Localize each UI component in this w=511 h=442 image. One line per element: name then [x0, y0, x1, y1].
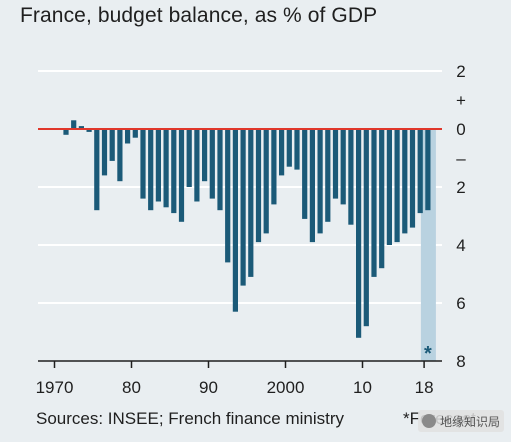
bar: [63, 129, 69, 135]
y-tick-label: +: [456, 91, 466, 110]
bar: [317, 129, 323, 234]
x-tick-label: 1970: [36, 378, 74, 397]
bar: [148, 129, 154, 211]
axes: [38, 360, 442, 368]
y-tick-label: 2: [456, 178, 465, 197]
forecast-band: *: [420, 129, 436, 365]
bar: [425, 129, 431, 211]
bar: [332, 129, 339, 199]
chart-title: France, budget balance, as % of GDP: [20, 4, 378, 27]
bar: [386, 129, 392, 245]
bar: [302, 129, 308, 219]
bar: [271, 129, 277, 205]
bar: [263, 129, 269, 234]
bar: [240, 129, 246, 286]
bars: [63, 120, 431, 338]
bar: [279, 129, 285, 176]
bar: [294, 129, 300, 170]
bar: [209, 129, 215, 199]
forecast-marker: *: [424, 343, 432, 365]
y-tick-label: 2: [456, 62, 465, 81]
bar: [248, 129, 254, 277]
source-note: Sources: INSEE; French finance ministry: [36, 409, 345, 428]
bar: [132, 129, 138, 138]
bar: [101, 129, 108, 176]
forecast-band-rect: [420, 129, 436, 361]
bar: [178, 129, 185, 222]
bar: [125, 129, 131, 144]
bar: [402, 129, 408, 234]
bar: [109, 129, 115, 161]
bar: [356, 129, 362, 338]
bar: [394, 129, 400, 243]
bar: [71, 120, 77, 129]
bar: [217, 129, 223, 211]
bar: [371, 129, 377, 277]
watermark: 地缘知识局: [418, 410, 504, 432]
bar: [409, 129, 416, 228]
x-tick-label: 80: [122, 378, 141, 397]
x-tick-label: 10: [353, 378, 372, 397]
watermark-logo-icon: [422, 414, 436, 428]
y-tick-label: 8: [456, 352, 465, 371]
bar: [117, 129, 123, 182]
bar: [202, 129, 208, 182]
bar: [155, 129, 161, 202]
bar: [286, 129, 292, 167]
bar: [186, 129, 192, 187]
bar: [348, 129, 354, 225]
y-tick-label: –: [456, 149, 466, 168]
bar: [194, 129, 200, 202]
bar: [255, 129, 262, 243]
bar: [171, 129, 177, 214]
bar: [417, 129, 423, 214]
bar: [94, 129, 100, 211]
y-tick-label: 4: [456, 236, 465, 255]
bar: [309, 129, 315, 243]
bar: [86, 129, 92, 132]
x-tick-label: 18: [415, 378, 434, 397]
bar: [363, 129, 369, 327]
bar: [140, 129, 146, 199]
tick-labels: 1970 80 90 2000 10 18 2 +0 – 2 4 6 8: [36, 62, 467, 397]
y-tick-label: 6: [456, 294, 465, 313]
bar: [225, 129, 231, 263]
bar: [232, 129, 238, 312]
watermark-text: 地缘知识局: [440, 414, 501, 429]
bar: [163, 129, 169, 208]
bar: [379, 129, 385, 269]
y-tick-label: 0: [456, 120, 465, 139]
bar: [340, 129, 346, 205]
bar: [78, 126, 84, 129]
x-tick-label: 2000: [267, 378, 305, 397]
x-tick-label: 90: [199, 378, 218, 397]
bar: [325, 129, 331, 222]
